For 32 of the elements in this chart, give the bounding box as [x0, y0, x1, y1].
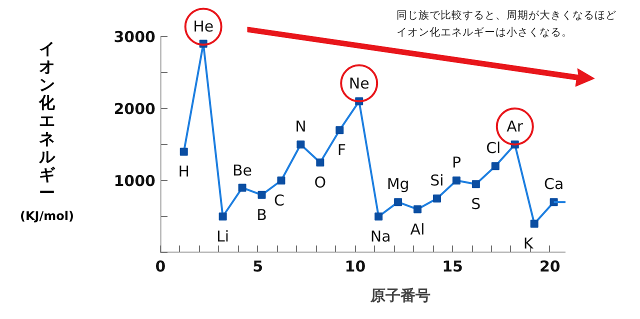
- x-tick-label: 10: [344, 258, 366, 276]
- annotation: N: [295, 118, 306, 136]
- annotation: Cl: [486, 139, 501, 158]
- annotation: P: [452, 154, 461, 172]
- x-tick-label: 0: [155, 258, 166, 276]
- x-tick-label: 15: [442, 258, 464, 276]
- annotation: Be: [232, 162, 252, 180]
- annotation: Si: [430, 172, 444, 190]
- annotation: Mg: [386, 175, 410, 194]
- text: 同じ族で比較すると、周期が大きくなるほど: [396, 8, 616, 22]
- y-tick-label: 2000: [114, 100, 156, 118]
- annotation: He: [193, 18, 214, 36]
- y-tick-label: 3000: [114, 28, 156, 46]
- annotation: B: [256, 206, 267, 224]
- annotation: Al: [410, 220, 425, 238]
- annotation: H: [178, 162, 190, 181]
- annotation: Ar: [506, 118, 524, 136]
- annotation: Na: [370, 228, 391, 246]
- annotation: K: [523, 234, 534, 253]
- annotation: Li: [216, 228, 230, 246]
- annotation: F: [337, 141, 346, 160]
- text: イオン化エネルギー (KJ/mol): [20, 39, 74, 223]
- x-tick-label: 5: [252, 258, 264, 276]
- x-tick-label: 20: [539, 258, 560, 276]
- annotation: Ne: [348, 74, 370, 92]
- annotation: S: [471, 195, 481, 214]
- y-tick-label: 1000: [114, 172, 156, 190]
- annotation: C: [274, 192, 284, 210]
- annotation: イオン化エネルギーは小さくなる。: [396, 26, 572, 38]
- x-axis-title: 原子番号: [370, 286, 430, 304]
- annotation: O: [314, 174, 326, 192]
- annotation: Ca: [544, 175, 564, 194]
